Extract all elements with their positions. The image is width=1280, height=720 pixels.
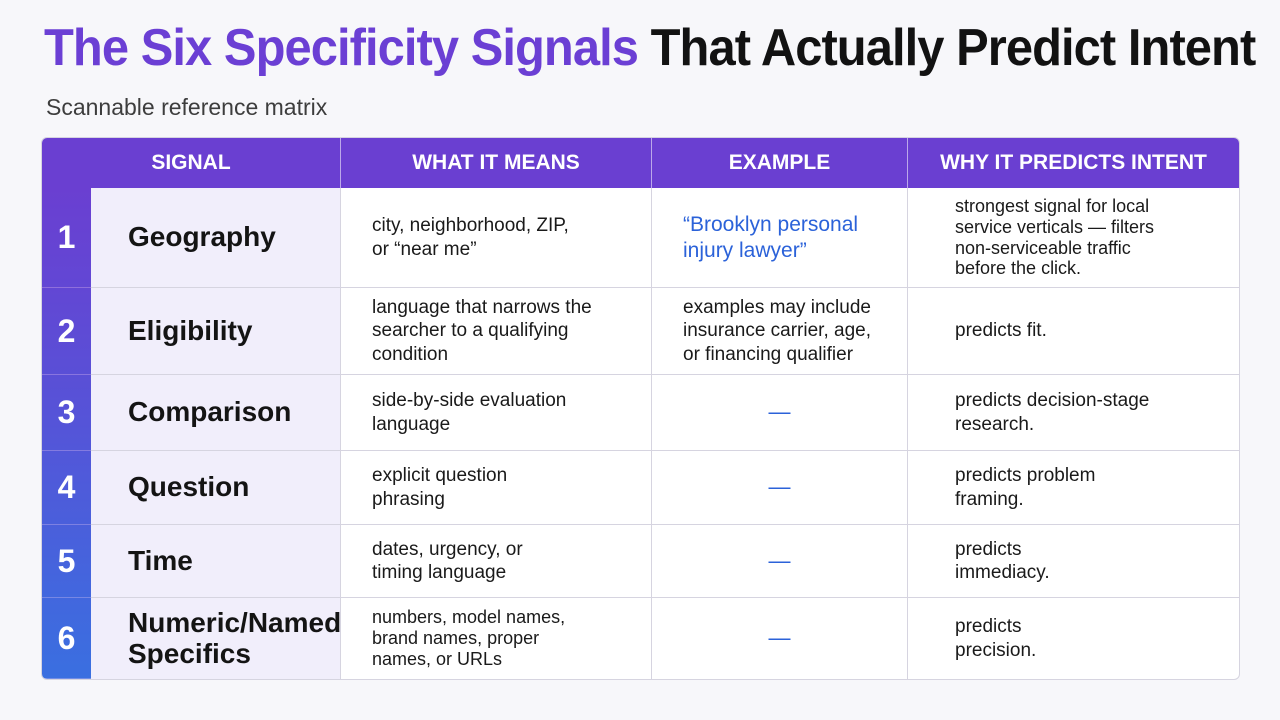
- signal-name: Numeric/Named Specifics: [91, 598, 341, 679]
- title-rest: That Actually Predict Intent: [650, 19, 1257, 77]
- row-number: 5: [42, 525, 91, 598]
- why-cell: strongest signal for local service verti…: [908, 188, 1239, 288]
- example-cell: examples may include insurance carrier, …: [652, 288, 908, 375]
- page-title: The Six Specificity Signals That Actuall…: [44, 18, 1257, 78]
- meaning-cell: dates, urgency, or timing language: [341, 525, 652, 598]
- row-number: 1: [42, 188, 91, 288]
- header-signal: SIGNAL: [42, 138, 341, 188]
- header-why: WHY IT PREDICTS INTENT: [908, 138, 1239, 188]
- row-number: 2: [42, 288, 91, 375]
- title-accent: The Six Specificity Signals: [44, 19, 639, 77]
- meaning-cell: explicit question phrasing: [341, 451, 652, 525]
- header-example: EXAMPLE: [652, 138, 908, 188]
- row-number: 6: [42, 598, 91, 679]
- meaning-cell: side-by-side evaluation language: [341, 375, 652, 451]
- meaning-cell: numbers, model names, brand names, prope…: [341, 598, 652, 679]
- signal-name: Time: [91, 525, 341, 598]
- row-number: 4: [42, 451, 91, 525]
- why-cell: predicts decision-stage research.: [908, 375, 1239, 451]
- signal-name: Question: [91, 451, 341, 525]
- example-cell: “Brooklyn personal injury lawyer”: [652, 188, 908, 288]
- example-dash: —: [652, 525, 908, 598]
- why-cell: predicts problem framing.: [908, 451, 1239, 525]
- header-meaning: WHAT IT MEANS: [341, 138, 652, 188]
- signals-matrix: SIGNAL WHAT IT MEANS EXAMPLE WHY IT PRED…: [41, 137, 1240, 680]
- row-number: 3: [42, 375, 91, 451]
- signal-name: Eligibility: [91, 288, 341, 375]
- signal-name: Geography: [91, 188, 341, 288]
- example-dash: —: [652, 451, 908, 525]
- meaning-cell: city, neighborhood, ZIP, or “near me”: [341, 188, 652, 288]
- why-cell: predicts immediacy.: [908, 525, 1239, 598]
- why-cell: predicts fit.: [908, 288, 1239, 375]
- meaning-cell: language that narrows the searcher to a …: [341, 288, 652, 375]
- example-dash: —: [652, 598, 908, 679]
- why-cell: predicts precision.: [955, 616, 1037, 661]
- page-subtitle: Scannable reference matrix: [46, 94, 328, 120]
- signal-name: Comparison: [91, 375, 341, 451]
- example-dash: —: [652, 375, 908, 451]
